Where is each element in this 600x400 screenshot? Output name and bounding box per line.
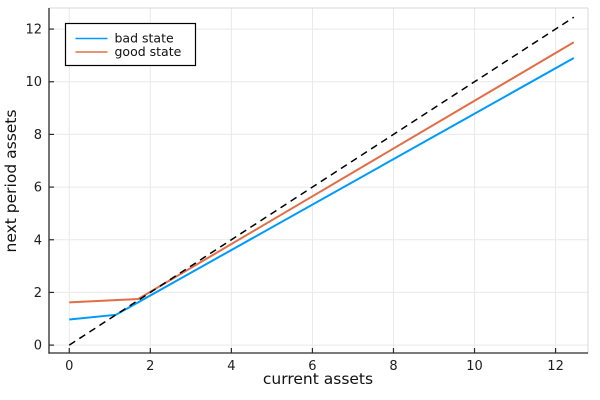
series-line-bad-state [69,57,575,321]
y-axis-tick-label: 4 [34,233,42,248]
x-axis-tick-label: 2 [146,359,154,374]
x-axis-tick-label: 10 [466,359,483,374]
series-line-45-degree-line [68,16,575,346]
y-axis-tick-label: 0 [34,339,42,354]
y-axis-tick-label: 12 [25,23,42,38]
y-axis-label: next period assets [2,110,20,253]
x-axis-tick-label: 8 [389,359,397,374]
x-axis-tick-label: 12 [547,359,564,374]
legend-label: bad state [115,31,174,46]
legend-label: good state [115,44,182,59]
series-line-good-state [69,41,575,304]
x-axis-tick-label: 4 [227,359,235,374]
y-axis-tick-label: 2 [34,286,42,301]
legend-box [64,22,197,67]
y-axis-tick-label: 6 [34,181,42,196]
y-axis-tick-label: 8 [34,128,42,143]
y-axis-tick-label: 10 [25,75,42,90]
x-axis-tick-label: 0 [65,359,73,374]
x-axis-label: current assets [263,370,373,388]
x-axis-tick-label: 6 [308,359,316,374]
